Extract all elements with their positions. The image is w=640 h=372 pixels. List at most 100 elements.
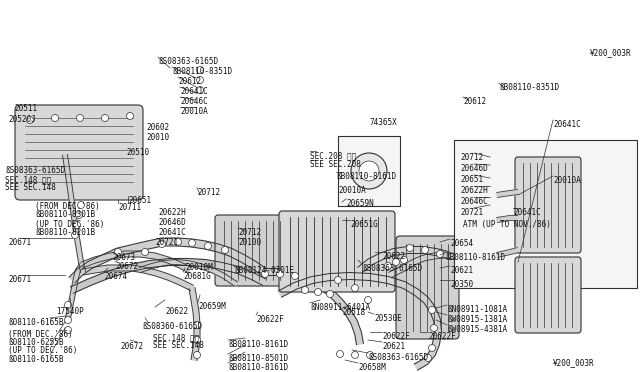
Circle shape [221,247,228,253]
Circle shape [401,257,408,263]
Circle shape [301,286,308,294]
Text: ßB08110-8501D: ßB08110-8501D [228,354,288,363]
Text: (UP TO DEC.'86): (UP TO DEC.'86) [35,220,104,229]
Text: 20612: 20612 [178,77,201,86]
Polygon shape [264,269,364,344]
Polygon shape [189,288,200,360]
Circle shape [276,270,284,278]
Circle shape [351,285,358,292]
Text: ßN08911-6401A: ßN08911-6401A [310,303,370,312]
Text: 20658M: 20658M [358,363,386,372]
Text: ¥200_003R: ¥200_003R [590,48,632,57]
Circle shape [77,115,83,122]
Circle shape [431,324,438,331]
Text: 20010A: 20010A [338,186,365,195]
Text: 20622F: 20622F [382,332,410,341]
Text: ßB08124-0301E: ßB08124-0301E [234,266,294,275]
Circle shape [51,115,58,122]
Text: 20674: 20674 [104,272,127,281]
Text: 20622H: 20622H [460,186,488,195]
Circle shape [461,189,468,196]
Circle shape [314,289,321,295]
Circle shape [429,344,435,352]
Text: ßB08110-8301B: ßB08110-8301B [35,210,95,219]
FancyBboxPatch shape [515,157,581,253]
Text: 20010A: 20010A [553,176,580,185]
Circle shape [102,115,109,122]
Text: 20659N: 20659N [346,199,374,208]
Circle shape [461,174,468,182]
Text: 20659M: 20659M [198,302,226,311]
Circle shape [392,259,399,266]
Polygon shape [63,155,86,273]
Text: 20641C: 20641C [513,208,541,217]
Text: ßS08363-6165D: ßS08363-6165D [362,264,422,273]
Circle shape [196,77,204,83]
FancyBboxPatch shape [454,140,637,288]
Text: ß08110-6255B: ß08110-6255B [8,338,63,347]
Circle shape [189,240,195,247]
Polygon shape [83,265,193,291]
Circle shape [76,212,83,218]
Circle shape [422,247,429,253]
FancyBboxPatch shape [215,215,289,286]
Circle shape [115,248,122,256]
Text: 20646D: 20646D [460,164,488,173]
Polygon shape [358,247,449,273]
Text: 20621: 20621 [450,266,473,275]
Circle shape [385,263,392,269]
Text: ß08110-6165B: ß08110-6165B [8,318,63,327]
Circle shape [65,317,72,324]
Circle shape [351,352,358,359]
Text: ßS08363-6165D: ßS08363-6165D [158,57,218,66]
Text: 20511: 20511 [14,104,37,113]
Circle shape [359,161,379,181]
Text: 20641C: 20641C [158,228,186,237]
Text: 20712: 20712 [460,153,483,162]
Circle shape [74,221,81,228]
Circle shape [461,259,468,266]
Text: 20612: 20612 [463,97,486,106]
Text: ßB08110-8161D: ßB08110-8161D [228,340,288,349]
Polygon shape [278,273,442,370]
Text: 20672: 20672 [120,342,143,351]
Circle shape [406,244,413,251]
Circle shape [77,202,84,208]
Circle shape [193,352,200,359]
Text: SEC.148 参図: SEC.148 参図 [5,175,51,184]
Circle shape [193,337,200,343]
Text: 17540P: 17540P [56,307,84,316]
Circle shape [196,87,204,93]
Circle shape [127,112,134,119]
Circle shape [72,231,79,238]
Circle shape [262,270,269,278]
Text: ßB08110-8201B: ßB08110-8201B [35,228,95,237]
Text: 20100: 20100 [238,238,261,247]
Polygon shape [497,248,518,257]
Text: 20530E: 20530E [374,314,402,323]
Text: SEC.148 参図: SEC.148 参図 [153,333,199,342]
Text: ßW08915-4381A: ßW08915-4381A [447,325,507,334]
Text: 20621: 20621 [382,342,405,351]
Text: 20721: 20721 [460,208,483,217]
Circle shape [175,238,182,246]
Circle shape [436,250,444,257]
Polygon shape [497,215,518,222]
Text: SEE SEC.148: SEE SEC.148 [5,183,56,192]
Text: ß08110-6165B: ß08110-6165B [8,355,63,364]
Text: ATM (UP TO NOV./86): ATM (UP TO NOV./86) [463,220,551,229]
Text: SEC.208 参図: SEC.208 参図 [310,151,356,160]
Text: 20010M: 20010M [185,263,212,272]
Circle shape [159,241,166,247]
Text: 20010: 20010 [146,133,169,142]
Polygon shape [69,238,266,283]
Text: 20641C: 20641C [180,87,208,96]
Circle shape [291,273,298,279]
Text: 20651G: 20651G [350,220,378,229]
FancyBboxPatch shape [279,211,395,292]
Text: ßS08360-6165D: ßS08360-6165D [142,322,202,331]
Text: ßB08110-8351D: ßB08110-8351D [172,67,232,76]
Circle shape [472,257,479,263]
Circle shape [335,276,342,283]
Text: 20673: 20673 [112,253,135,262]
